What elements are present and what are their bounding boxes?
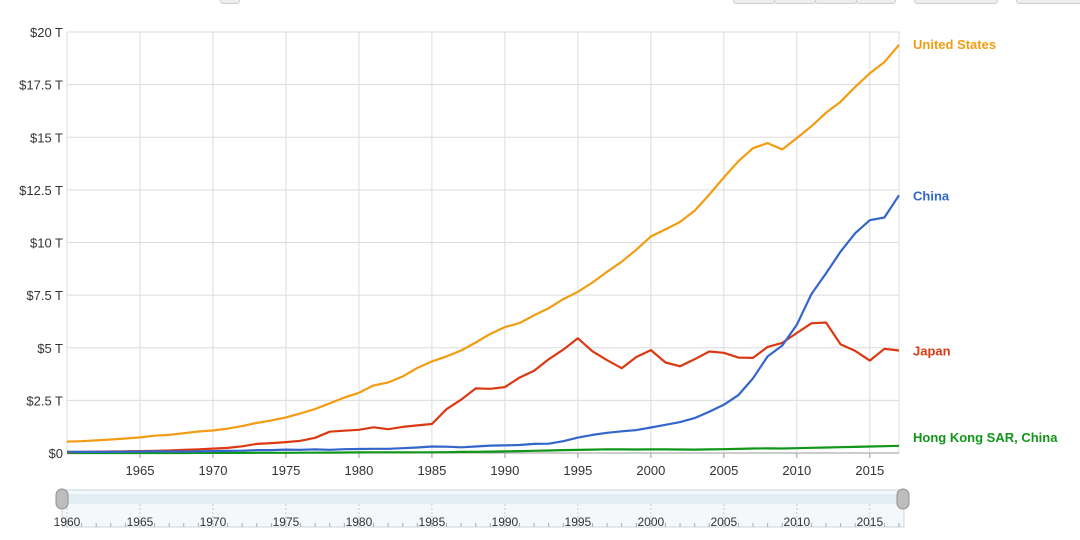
x-tick-label: 2000	[636, 463, 665, 478]
chart-type-button-1[interactable]	[220, 0, 240, 4]
y-tick-label: $10 T	[30, 236, 63, 251]
range-tick-label: 2015	[856, 515, 883, 529]
series-line-united-states	[66, 44, 900, 443]
x-tick-label: 2005	[709, 463, 738, 478]
y-tick-label: $5 T	[37, 341, 63, 356]
x-tick-label: 1985	[417, 463, 446, 478]
series-label-united-states: United States	[913, 37, 996, 52]
range-tick-label: 2005	[710, 515, 737, 529]
series-line-china	[66, 194, 900, 453]
series-labels: United States China Japan Hong Kong SAR, Ch…	[913, 37, 1058, 445]
x-tick-label: 1980	[344, 463, 373, 478]
toolbar-button-b[interactable]	[1016, 0, 1080, 4]
series-lines	[66, 44, 900, 455]
x-tick-label: 1970	[199, 463, 228, 478]
y-axis-ticks: $0 $2.5 T $5 T $7.5 T $10 T $12.5 T $15 T $17.5…	[19, 25, 63, 461]
range-left-handle[interactable]	[55, 488, 69, 510]
y-tick-label: $12.5 T	[19, 183, 63, 198]
range-tick-label: 1960	[54, 515, 81, 529]
range-tick-label: 1990	[492, 515, 519, 529]
x-tick-label: 1975	[271, 463, 300, 478]
series-line-hong-kong-sar-china	[67, 444, 900, 455]
series-label-japan: Japan	[913, 343, 951, 358]
series-line-japan	[66, 321, 900, 454]
y-tick-label: $0	[49, 446, 63, 461]
x-axis-ticks: 1965 1970 1975 1980 1985 1990 1995 2000 2005 2010…	[126, 463, 885, 478]
chart-grid	[66, 31, 900, 458]
x-tick-label: 1990	[490, 463, 519, 478]
y-tick-label: $7.5 T	[26, 288, 63, 303]
series-label-china: China	[913, 188, 950, 203]
range-selection	[62, 494, 904, 504]
x-tick-label: 1995	[563, 463, 592, 478]
range-slider[interactable]: 1960 1965 1970 1975 1980 1985 1990 1995 2000 2005…	[54, 488, 910, 529]
y-tick-label: $15 T	[30, 130, 63, 145]
chart-type-button-5[interactable]	[856, 0, 896, 4]
range-tick-label: 1980	[346, 515, 373, 529]
range-tick-label: 1970	[200, 515, 227, 529]
range-tick-label: 2000	[638, 515, 665, 529]
range-tick-label: 1995	[565, 515, 592, 529]
x-tick-label: 2010	[782, 463, 811, 478]
series-label-hong-kong-sar-china: Hong Kong SAR, China	[913, 430, 1058, 445]
range-tick-label: 1965	[127, 515, 154, 529]
y-tick-label: $20 T	[30, 25, 63, 40]
y-tick-label: $17.5 T	[19, 78, 63, 93]
range-tick-label: 1985	[419, 515, 446, 529]
x-tick-label: 2015	[855, 463, 884, 478]
range-tick-label: 2010	[783, 515, 810, 529]
x-tick-label: 1965	[126, 463, 155, 478]
range-tick-label: 1975	[273, 515, 300, 529]
toolbar-button-a[interactable]	[914, 0, 998, 4]
range-right-handle[interactable]	[896, 488, 910, 510]
y-tick-label: $2.5 T	[26, 393, 63, 408]
toolbar	[0, 0, 1080, 8]
